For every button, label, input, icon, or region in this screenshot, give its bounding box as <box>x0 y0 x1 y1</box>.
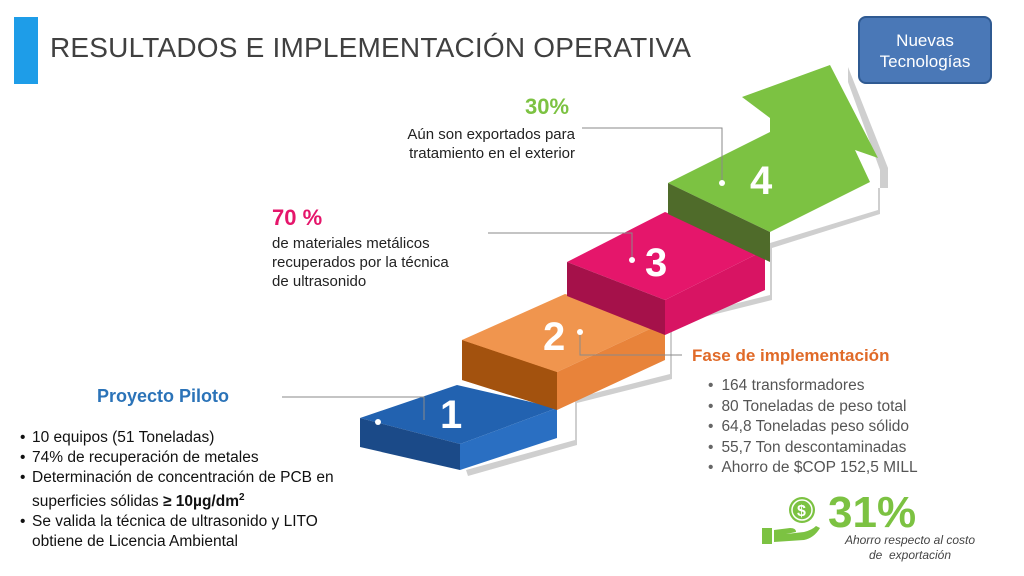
list-item: 55,7 Ton descontaminadas <box>708 438 918 459</box>
callout-30-value: 30% <box>525 94 570 119</box>
money-hand-icon: $ <box>762 497 820 544</box>
fase-heading: Fase de implementación <box>692 346 890 365</box>
step-4 <box>668 65 878 262</box>
callout-30-line1: Aún son exportados para <box>407 126 575 143</box>
pcb-threshold: ≥ 10µg/dm <box>162 493 239 511</box>
button-label-line2: Tecnologías <box>879 52 971 71</box>
list-item: 74% de recuperación de metales <box>20 448 370 468</box>
list-item: Se valida la técnica de ultrasonido y LI… <box>20 512 370 552</box>
callout-30-line2: tratamiento en el exterior <box>409 145 575 162</box>
callout-70-description: de materiales metálicos recuperados por … <box>272 234 482 291</box>
step-number-4: 4 <box>750 159 773 203</box>
list-item: 10 equipos (51 Toneladas) <box>20 428 370 448</box>
callout-70-value: 70 % <box>272 205 323 230</box>
step-number-1: 1 <box>440 393 462 437</box>
step-number-2: 2 <box>543 315 565 359</box>
list-item: 80 Toneladas de peso total <box>708 397 918 418</box>
callout-70-line1: de materiales metálicos <box>272 235 430 252</box>
nuevas-tecnologias-button[interactable]: Nuevas Tecnologías <box>858 16 992 84</box>
callout-30-description: Aún son exportados para tratamiento en e… <box>383 125 575 163</box>
connector-dots <box>375 180 725 425</box>
page-title: RESULTADOS E IMPLEMENTACIÓN OPERATIVA <box>50 32 692 63</box>
savings-caption-line1: Ahorro respecto al costo <box>844 533 976 547</box>
list-item: 64,8 Toneladas peso sólido <box>708 417 918 438</box>
savings-caption: Ahorro respecto al costo de exportación <box>822 533 998 563</box>
pcb-text: Determinación de concentración de PCB en… <box>32 469 334 511</box>
svg-text:$: $ <box>797 503 806 520</box>
accent-bar <box>14 17 38 84</box>
savings-value: 31% <box>828 488 917 537</box>
piloto-heading: Proyecto Piloto <box>97 386 230 406</box>
savings-caption-line2: de exportación <box>868 548 952 562</box>
callout-70-line3: de ultrasonido <box>272 273 367 290</box>
connector-lines <box>282 127 723 420</box>
callout-70-line2: recuperados por la técnica <box>272 254 449 271</box>
step-number-3: 3 <box>645 241 667 285</box>
fase-list: 164 transformadores 80 Toneladas de peso… <box>708 376 918 479</box>
piloto-list: 10 equipos (51 Toneladas) 74% de recuper… <box>20 428 370 552</box>
step-1 <box>360 385 557 470</box>
list-item: Ahorro de $COP 152,5 MILL <box>708 458 917 479</box>
pcb-exponent: 2 <box>238 492 245 503</box>
list-item: Determinación de concentración de PCB en… <box>20 468 370 512</box>
list-item: 164 transformadores <box>708 376 918 397</box>
button-label-line1: Nuevas <box>896 31 954 50</box>
